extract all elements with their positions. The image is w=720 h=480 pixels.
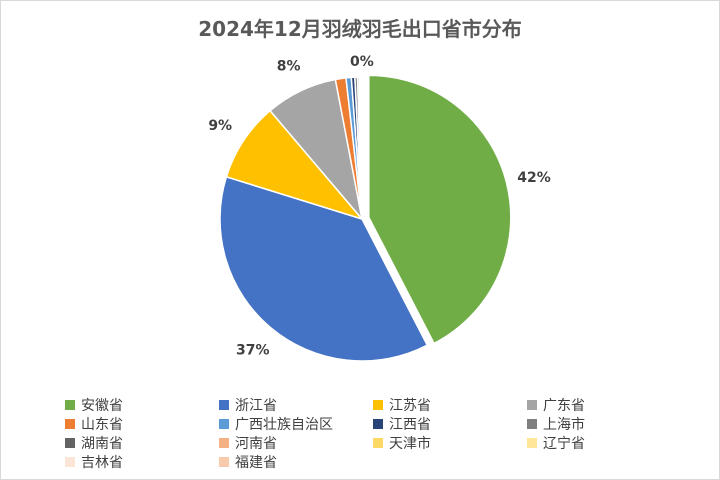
legend-item: 上海市 — [527, 414, 585, 433]
legend-label: 上海市 — [543, 416, 585, 433]
legend-item: 吉林省 — [65, 452, 123, 471]
legend-item: 山东省 — [65, 414, 123, 433]
slice-data-label: 0% — [350, 54, 374, 70]
legend-item: 辽宁省 — [527, 433, 585, 452]
slice-data-label: 8% — [277, 59, 301, 75]
legend-swatch — [527, 418, 537, 429]
legend-swatch — [219, 456, 229, 467]
legend-swatch — [65, 418, 75, 429]
pie-slice-3 — [225, 109, 365, 221]
legend-item: 天津市 — [373, 433, 431, 452]
legend-swatch — [65, 399, 75, 410]
legend-item: 河南省 — [219, 433, 277, 452]
legend-row: 安徽省 浙江省 江苏省 广东省 — [65, 395, 685, 414]
legend-item: 广西壮族自治区 — [219, 414, 333, 433]
legend-swatch — [527, 437, 537, 448]
legend-item: 江西省 — [373, 414, 431, 433]
legend-item: 江苏省 — [373, 395, 431, 414]
legend-swatch — [65, 437, 75, 448]
chart-legend: 安徽省 浙江省 江苏省 广东省山东省 广西壮族自治区 江西省 上海市湖南省 河南省 天津市 辽宁省… — [65, 395, 685, 471]
chart-title: 2024年12月羽绒羽毛出口省市分布 — [198, 17, 522, 41]
legend-swatch — [219, 437, 229, 448]
legend-label: 广西壮族自治区 — [235, 416, 333, 433]
pie-slice-2 — [219, 175, 429, 362]
legend-label: 吉林省 — [81, 454, 123, 471]
legend-swatch — [65, 456, 75, 467]
legend-item: 广东省 — [527, 395, 585, 414]
legend-label: 辽宁省 — [543, 435, 585, 452]
legend-label: 福建省 — [235, 454, 277, 471]
legend-swatch — [219, 418, 229, 429]
slice-data-label: 9% — [208, 118, 232, 134]
legend-item: 湖南省 — [65, 433, 123, 452]
legend-item: 浙江省 — [219, 395, 277, 414]
legend-label: 湖南省 — [81, 435, 123, 452]
legend-swatch — [373, 437, 383, 448]
legend-row: 吉林省 福建省 — [65, 452, 685, 471]
legend-swatch — [373, 418, 383, 429]
legend-item: 安徽省 — [65, 395, 123, 414]
legend-row: 湖南省 河南省 天津市 辽宁省 — [65, 433, 685, 452]
legend-label: 浙江省 — [235, 397, 277, 414]
legend-label: 广东省 — [543, 397, 585, 414]
legend-label: 江苏省 — [389, 397, 431, 414]
legend-label: 安徽省 — [81, 397, 123, 414]
legend-label: 河南省 — [235, 435, 277, 452]
slice-data-label: 42% — [517, 170, 551, 186]
legend-label: 天津市 — [389, 435, 431, 452]
legend-swatch — [219, 399, 229, 410]
legend-swatch — [527, 399, 537, 410]
slice-data-label: 37% — [236, 342, 270, 358]
legend-label: 江西省 — [389, 416, 431, 433]
legend-label: 山东省 — [81, 416, 123, 433]
pie-slice-1 — [368, 74, 512, 345]
legend-swatch — [373, 399, 383, 410]
legend-item: 福建省 — [219, 452, 277, 471]
legend-row: 山东省 广西壮族自治区 江西省 上海市 — [65, 414, 685, 433]
